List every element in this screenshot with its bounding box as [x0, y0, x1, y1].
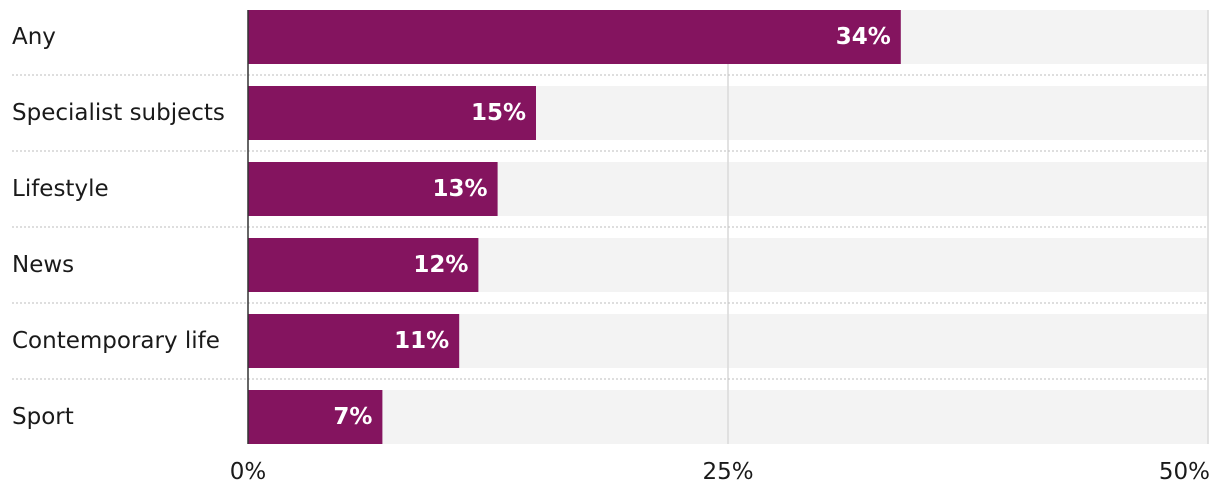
bar — [248, 314, 460, 368]
x-tick-label: 50% — [1159, 459, 1210, 485]
category-label: News — [12, 252, 74, 278]
value-label: 13% — [433, 176, 488, 202]
category-label: Any — [12, 24, 56, 50]
row-separators — [12, 74, 1208, 380]
bar — [248, 390, 383, 444]
value-label: 7% — [333, 404, 372, 430]
bar — [248, 238, 479, 292]
value-labels: 34% 15% 13% 12% 11% 7% — [333, 24, 890, 430]
bar — [248, 86, 536, 140]
bars — [248, 10, 901, 444]
value-label: 34% — [836, 24, 891, 50]
value-label: 11% — [394, 328, 449, 354]
value-label: 15% — [471, 100, 526, 126]
category-label: Lifestyle — [12, 176, 109, 202]
x-tick-label: 25% — [702, 459, 753, 485]
bar — [248, 162, 498, 216]
category-label: Specialist subjects — [12, 100, 225, 126]
x-tick-labels: 0% 25% 50% — [230, 459, 1210, 485]
x-tick-label: 0% — [230, 459, 267, 485]
category-label: Contemporary life — [12, 328, 220, 354]
category-label: Sport — [12, 404, 74, 430]
bar — [248, 10, 901, 64]
value-label: 12% — [413, 252, 468, 278]
category-labels: Any Specialist subjects Lifestyle News Conte… — [12, 24, 225, 430]
